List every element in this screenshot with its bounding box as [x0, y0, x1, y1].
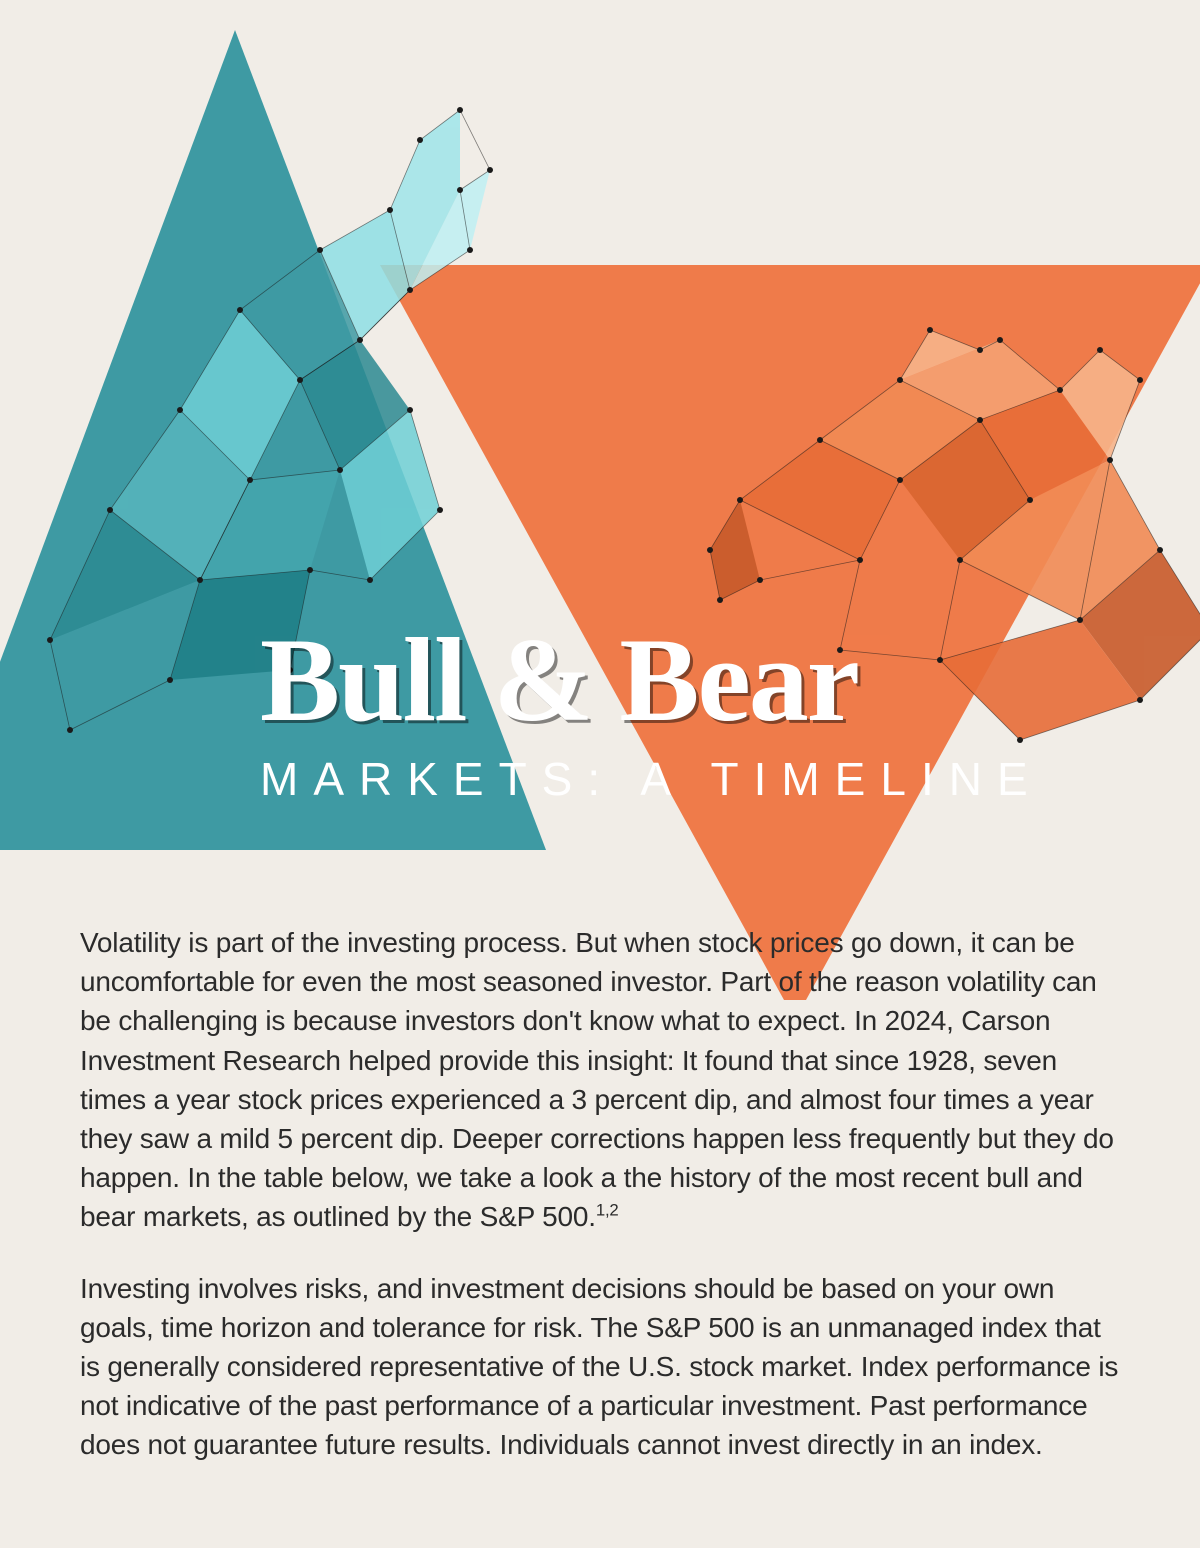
page-subtitle: MARKETS: A TIMELINE	[260, 752, 1140, 806]
intro-paragraph-2: Investing involves risks, and investment…	[80, 1269, 1120, 1465]
page-title: Bull & Bear	[260, 620, 1140, 740]
intro-copy: Volatility is part of the investing proc…	[80, 923, 1120, 1496]
hero-headline: Bull & Bear MARKETS: A TIMELINE	[260, 620, 1140, 806]
intro-paragraph-1: Volatility is part of the investing proc…	[80, 923, 1120, 1237]
